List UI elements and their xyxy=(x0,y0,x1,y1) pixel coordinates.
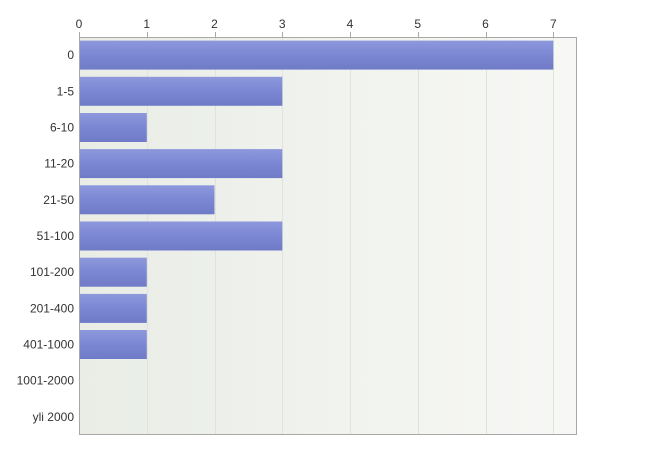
bar-11-20 xyxy=(80,149,283,179)
x-tick-label-6: 6 xyxy=(482,17,489,31)
bar-401-1000 xyxy=(80,330,147,359)
category-label-51-100: 51-100 xyxy=(37,229,75,243)
category-label-21-50: 21-50 xyxy=(43,193,74,207)
bar-21-50 xyxy=(80,185,215,215)
category-label-yli 2000: yli 2000 xyxy=(33,410,75,424)
x-tick-label-0: 0 xyxy=(76,17,83,31)
category-label-201-400: 201-400 xyxy=(30,301,74,315)
x-axis-ticks: 0 1 2 3 4 5 6 7 xyxy=(76,17,557,37)
category-label-6-10: 6-10 xyxy=(50,121,74,135)
bar-51-100 xyxy=(80,221,283,251)
bar-201-400 xyxy=(80,293,147,323)
bar-1-5 xyxy=(80,76,283,106)
x-tick-label-5: 5 xyxy=(414,17,421,31)
bar-101-200 xyxy=(80,257,147,287)
category-label-1-5: 1-5 xyxy=(57,84,75,98)
category-label-1001-2000: 1001-2000 xyxy=(17,374,75,388)
plot-border xyxy=(79,37,577,435)
category-label-11-20: 11-20 xyxy=(44,157,74,171)
x-tick-label-3: 3 xyxy=(279,17,286,31)
category-labels: 0 1-5 6-10 11-20 21-50 51-100 101-200 201-400 40… xyxy=(17,48,75,424)
category-label-101-200: 101-200 xyxy=(30,265,74,279)
x-tick-label-2: 2 xyxy=(211,17,218,31)
bars xyxy=(80,40,554,359)
bar-0 xyxy=(80,40,554,70)
category-label-401-1000: 401-1000 xyxy=(23,338,74,352)
category-label-0: 0 xyxy=(67,48,74,62)
x-tick-label-4: 4 xyxy=(347,17,354,31)
bar-6-10 xyxy=(80,113,147,142)
x-tick-label-7: 7 xyxy=(550,17,557,31)
x-tick-label-1: 1 xyxy=(143,17,150,31)
